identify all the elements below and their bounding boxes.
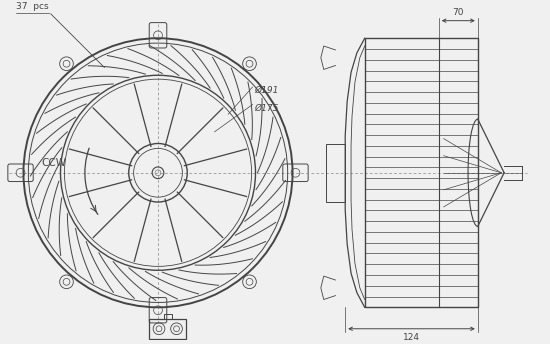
Text: 124: 124 xyxy=(403,333,420,342)
Text: 70: 70 xyxy=(453,8,464,17)
Text: Ø175: Ø175 xyxy=(255,104,279,112)
Text: 37  pcs: 37 pcs xyxy=(16,2,49,11)
Bar xyxy=(164,314,172,319)
Text: Ø191: Ø191 xyxy=(255,86,279,95)
Bar xyxy=(365,38,478,307)
Bar xyxy=(326,143,345,202)
Text: CCW: CCW xyxy=(41,158,66,168)
Bar xyxy=(149,319,186,338)
